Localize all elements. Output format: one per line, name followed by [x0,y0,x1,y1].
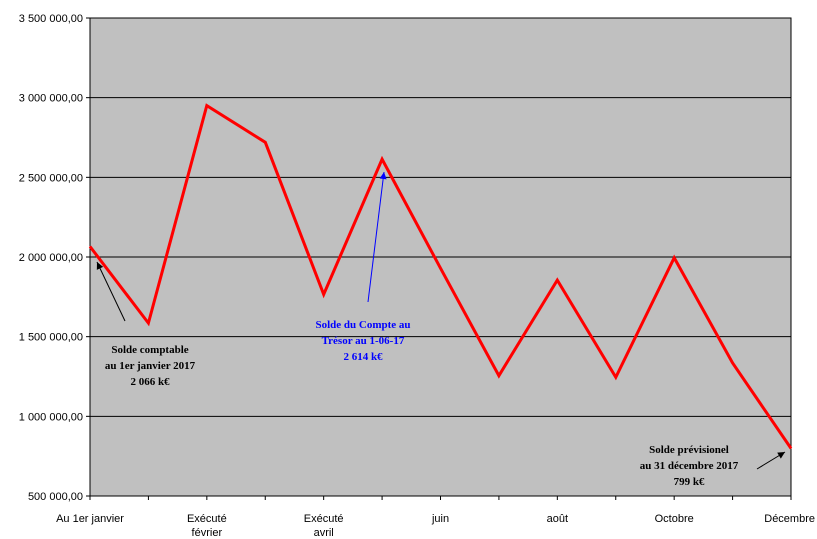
series-group [88,103,793,450]
data-point [147,322,149,324]
data-point [206,105,208,107]
annotation-arrows [96,171,786,470]
data-point [440,267,441,269]
annotation-arrow-june [367,171,385,303]
data-point [498,375,500,377]
data-point [556,279,558,281]
y-tick-label: 2 000 000,00 [19,252,83,264]
x-axis-ticks: Au 1er janvier Exécuté février Exécuté avril… [56,496,815,539]
x-tick-label: Au 1er janvier [56,513,124,525]
data-point [790,447,792,449]
x-tick-label: Décembre [764,513,815,525]
annotation-arrow-end-head [777,452,785,459]
data-point [264,141,266,143]
annotation-arrow-start [96,261,126,322]
annotations: Solde comptable au 1er janvier 2017 2 066 … [105,319,739,488]
y-tick-label: 3 500 000,00 [19,13,83,25]
y-tick-label: 500 000,00 [28,491,83,503]
annotation-arrow-start-head [96,262,104,270]
gridlines [90,97,791,417]
annotation-arrow-june-head [379,172,387,180]
data-point [381,158,383,160]
data-point [323,293,325,295]
x-tick-label: Octobre [655,513,694,525]
y-tick-label: 1 500 000,00 [19,332,83,344]
data-point [89,245,91,247]
x-tick-label: Exécuté février [187,513,227,539]
x-tick-label: Exécuté avril [304,513,344,539]
annotation-text: Solde comptable au 1er janvier 2017 2 066 … [105,344,196,388]
data-point [615,376,617,378]
x-tick-label: juin [431,513,449,525]
y-tick-label: 3 000 000,00 [19,93,83,105]
y-tick-label: 1 000 000,00 [19,411,83,423]
annotation-text: Solde du Compte au Trésor au 1-06-17 2 614… [315,319,410,363]
y-axis-ticks: 500 000,00 1 000 000,00 1 500 000,00 2 000 … [19,13,90,503]
y-tick-label: 2 500 000,00 [19,172,83,184]
annotation-text: Solde prévisionel au 31 décembre 2017 799 … [640,444,739,488]
data-point [673,257,675,259]
data-point [732,362,734,364]
x-tick-label: août [547,513,568,525]
